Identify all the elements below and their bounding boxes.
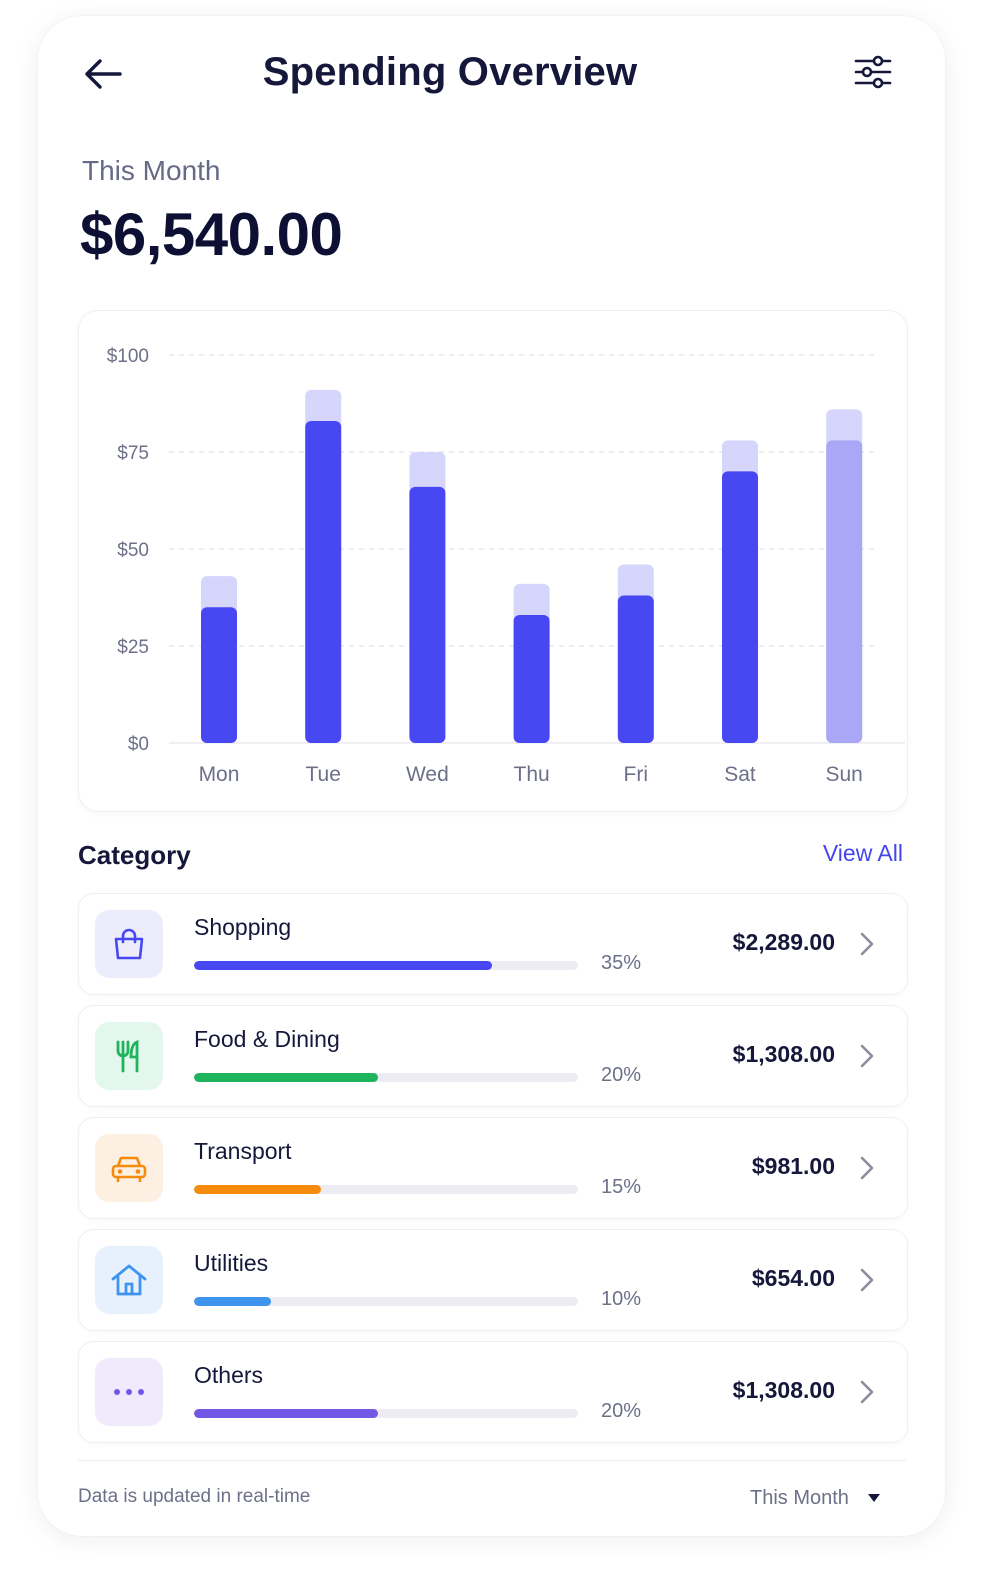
shopping-bag-icon: [95, 910, 163, 978]
category-progress-fill: [194, 961, 492, 970]
bar-sun-spent: [826, 440, 863, 743]
chevron-right-icon[interactable]: [857, 1267, 877, 1293]
bar-fri-spent: [617, 595, 654, 743]
bar-wed-spent: [409, 486, 446, 743]
category-percent: 20%: [601, 1064, 642, 1086]
footer-divider: [78, 1460, 906, 1461]
category-progress: [194, 1409, 578, 1418]
y-tick-label: $0: [128, 734, 149, 755]
category-row-others[interactable]: Others 20% $1,308.00: [78, 1341, 908, 1443]
filter-button[interactable]: [848, 50, 898, 94]
category-name: Transport: [194, 1138, 292, 1164]
period-select-label: This Month: [750, 1486, 849, 1509]
chevron-right-icon[interactable]: [857, 1155, 877, 1181]
y-tick-label: $25: [117, 637, 149, 658]
period-select[interactable]: This Month: [750, 1484, 881, 1512]
weekly-spending-chart: $0 $25 $50 $75 $100 Mon Tue Wed Thu Fri Sat Sun: [78, 310, 908, 812]
category-percent: 10%: [601, 1288, 642, 1310]
total-spending: $6,540.00: [80, 201, 343, 268]
category-progress-fill: [194, 1185, 321, 1194]
category-percent: 15%: [601, 1176, 642, 1198]
caret-down-icon: [867, 1494, 880, 1502]
car-icon: [95, 1134, 163, 1202]
x-tick-label: Thu: [514, 763, 550, 786]
period-label: This Month: [82, 155, 221, 186]
sliders-icon: [854, 55, 892, 89]
chevron-right-icon[interactable]: [857, 931, 877, 957]
x-tick-label: Sat: [724, 763, 756, 786]
chevron-right-icon[interactable]: [857, 1043, 877, 1069]
category-row-shopping[interactable]: Shopping 35% $2,289.00: [78, 893, 908, 995]
x-tick-label: Wed: [406, 763, 449, 786]
category-amount: $2,289.00: [732, 929, 835, 955]
chevron-right-icon[interactable]: [857, 1379, 877, 1405]
bar-sat-spent: [722, 471, 758, 743]
x-tick-label: Tue: [305, 763, 340, 786]
x-tick-label: Mon: [199, 763, 240, 786]
arrow-left-icon: [85, 59, 122, 89]
category-row-transport[interactable]: Transport 15% $981.00: [78, 1117, 908, 1219]
category-name: Food & Dining: [194, 1026, 340, 1052]
view-all-link[interactable]: View All: [822, 840, 903, 866]
bar-tue-spent: [305, 420, 342, 743]
category-progress: [194, 1185, 578, 1194]
bar-thu-spent: [513, 614, 550, 743]
category-amount: $1,308.00: [732, 1377, 835, 1403]
y-tick-label: $75: [117, 443, 149, 464]
utensils-icon: [95, 1022, 163, 1090]
update-note: Data is updated in real-time: [78, 1486, 311, 1507]
home-icon: [95, 1246, 163, 1314]
x-tick-label: Sun: [826, 763, 863, 786]
bar-mon-spent: [201, 607, 237, 743]
category-row-utilities[interactable]: Utilities 10% $654.00: [78, 1229, 908, 1331]
category-progress-fill: [194, 1409, 379, 1418]
category-progress: [194, 1297, 578, 1306]
category-percent: 20%: [601, 1400, 642, 1422]
category-progress: [194, 1073, 578, 1082]
category-row-food-dining[interactable]: Food & Dining 20% $1,308.00: [78, 1005, 908, 1107]
back-button[interactable]: [80, 52, 126, 96]
category-amount: $1,308.00: [732, 1041, 835, 1067]
category-amount: $654.00: [751, 1265, 835, 1291]
category-progress-fill: [194, 1073, 379, 1082]
category-name: Utilities: [194, 1250, 269, 1276]
y-tick-label: $50: [117, 540, 149, 561]
category-progress-fill: [194, 1297, 271, 1306]
more-dots-icon: [95, 1358, 163, 1426]
category-name: Shopping: [194, 914, 292, 940]
page-title: Spending Overview: [262, 50, 638, 94]
category-progress: [194, 961, 578, 970]
category-name: Others: [194, 1362, 264, 1388]
x-tick-label: Fri: [624, 763, 649, 786]
bar-chart: $0 $25 $50 $75 $100 Mon Tue Wed Thu Fri Sat Sun: [107, 346, 905, 786]
y-tick-label: $100: [107, 346, 149, 367]
category-amount: $981.00: [751, 1153, 835, 1179]
category-percent: 35%: [601, 952, 642, 974]
category-heading: Category: [78, 840, 191, 870]
